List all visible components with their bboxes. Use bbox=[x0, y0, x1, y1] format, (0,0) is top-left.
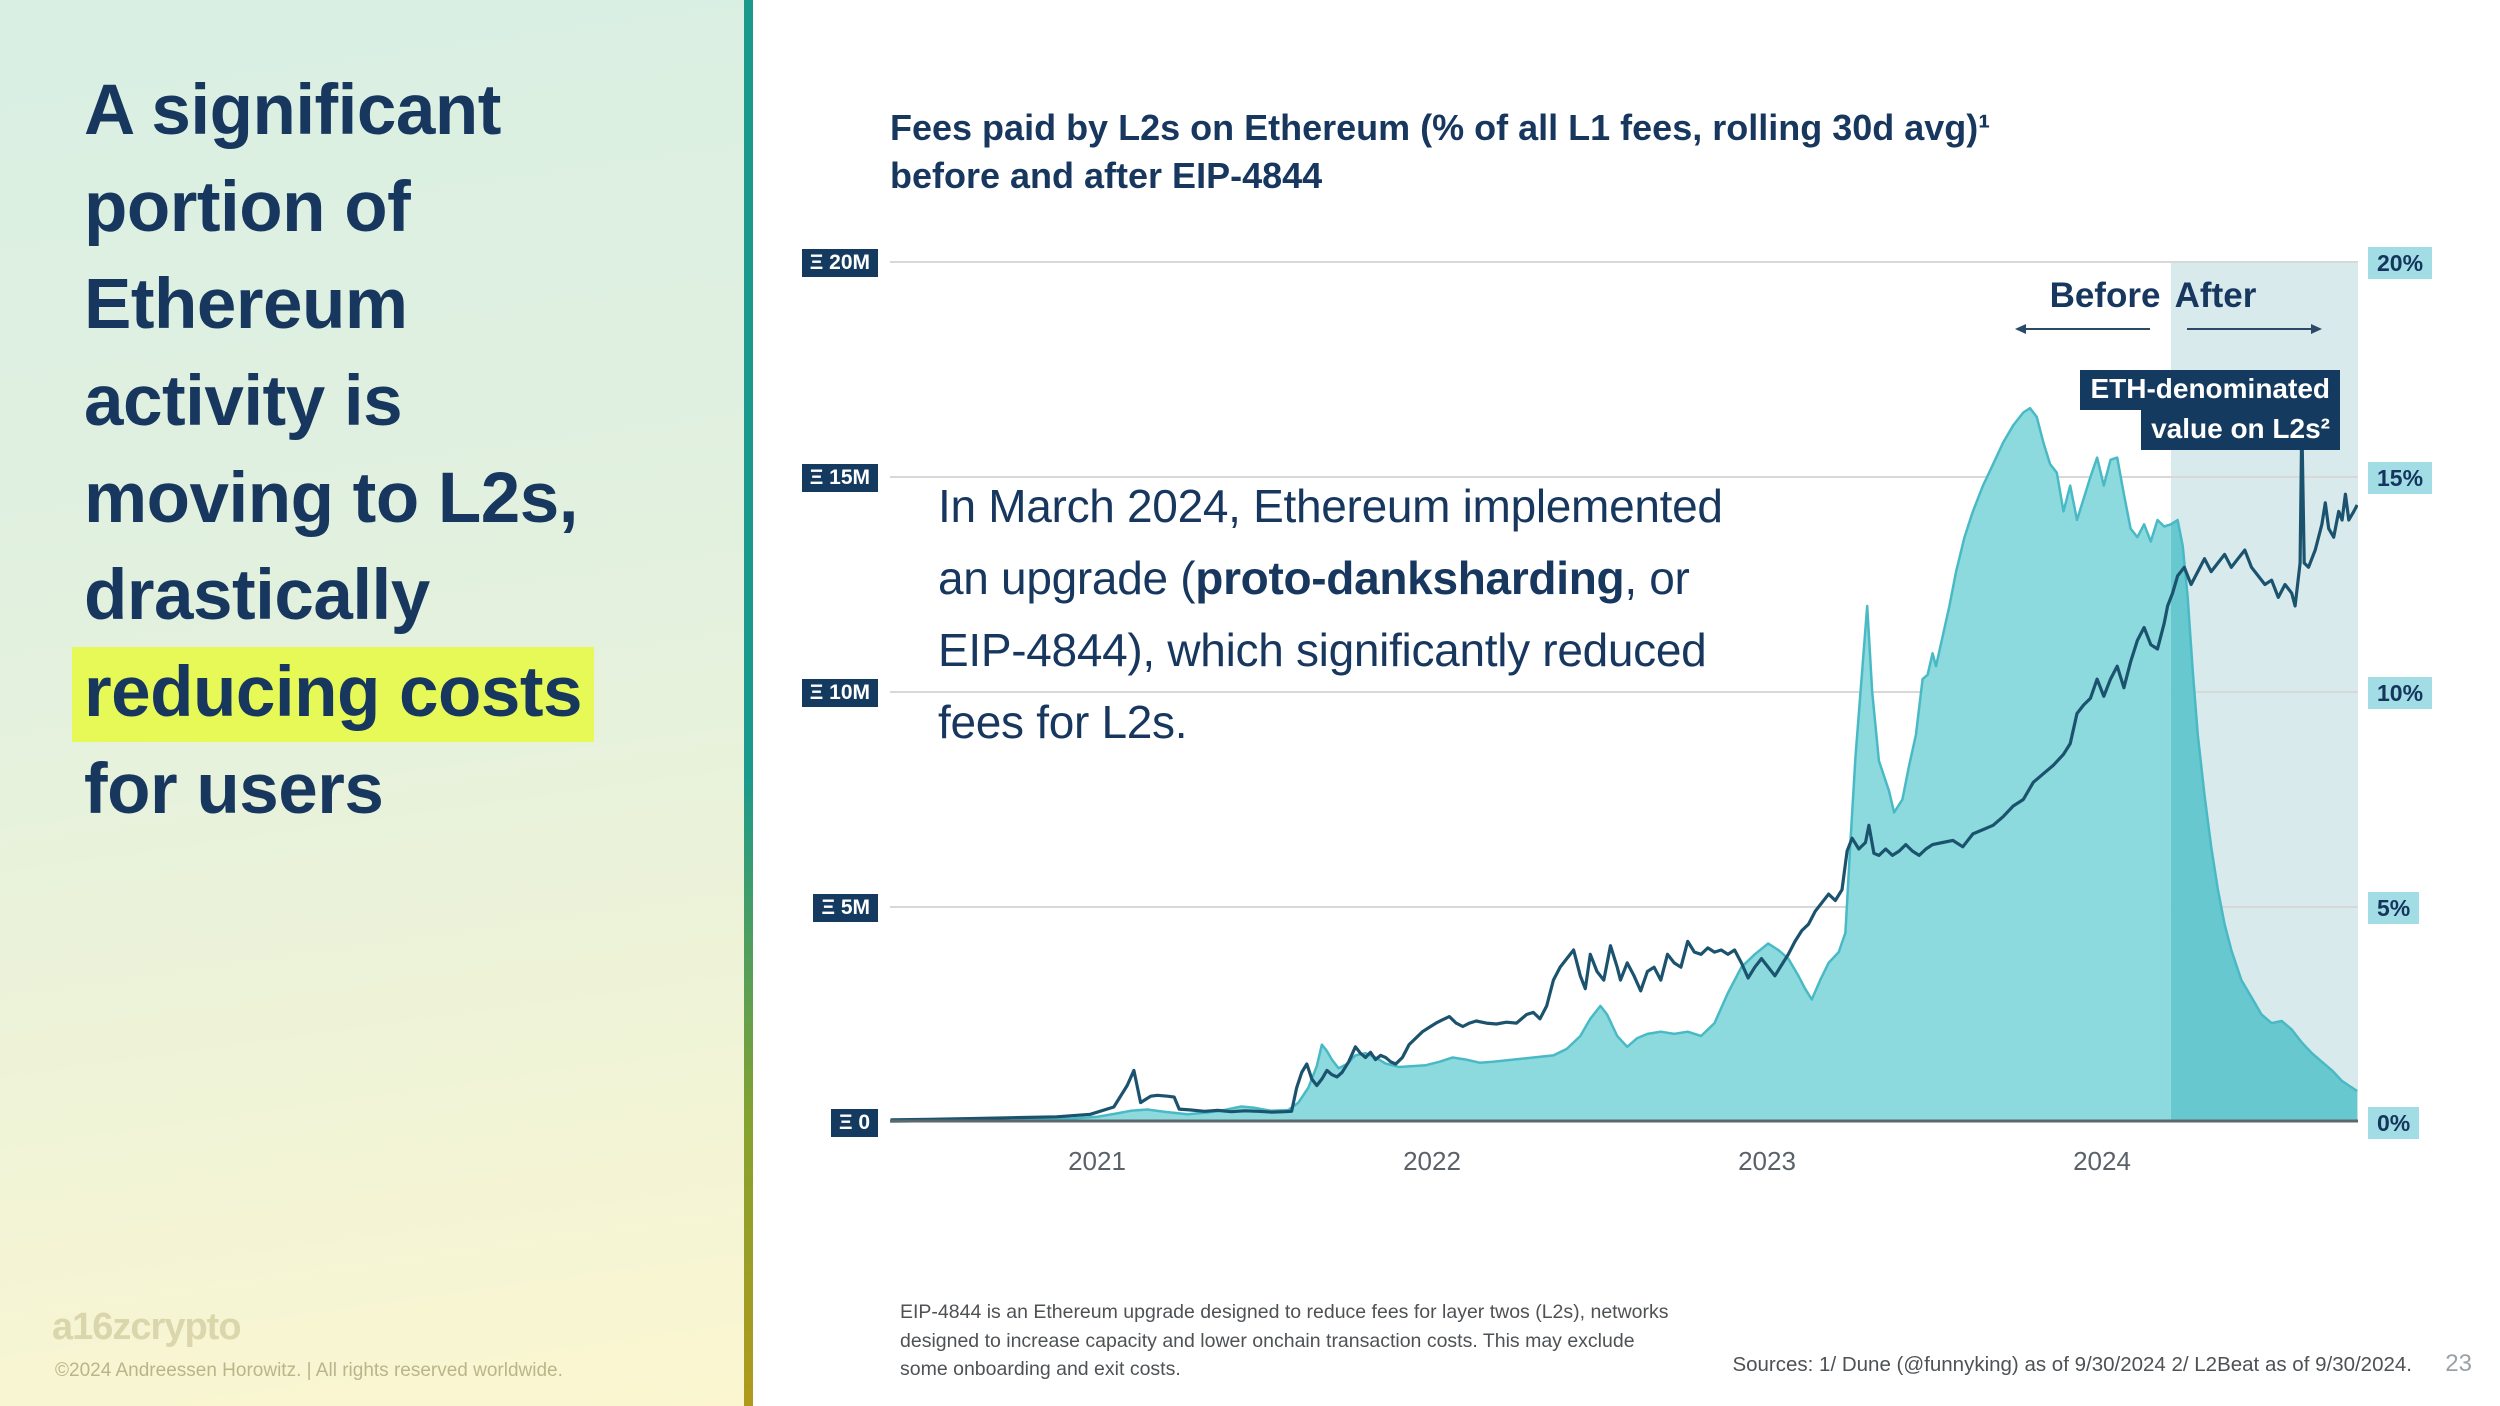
headline-highlight: reducing costs bbox=[72, 647, 595, 742]
before-arrow bbox=[2015, 324, 2150, 334]
right-axis-tick-0pct: 0% bbox=[2368, 1107, 2420, 1139]
chart-title-line1: Fees paid by L2s on Ethereum (% of all L… bbox=[890, 107, 1991, 148]
a16zcrypto-logo: a16zcrypto bbox=[52, 1306, 242, 1348]
fees-line-series bbox=[890, 419, 2358, 1122]
annotation-pre: In March 2024, Ethereum implemented an u… bbox=[938, 480, 1723, 604]
x-axis-label-2023: 2023 bbox=[1738, 1146, 1796, 1176]
before-label: Before bbox=[2049, 276, 2161, 315]
annotation-post: , or EIP-4844), which significantly redu… bbox=[938, 552, 1707, 748]
right-axis-tick-10pct: 10% bbox=[2368, 677, 2433, 709]
headline-pre: A significant portion of Ethereum activi… bbox=[84, 71, 579, 635]
left-axis-tick-5m: Ξ 5M bbox=[813, 894, 878, 922]
sources-text: Sources: 1/ Dune (@funnyking) as of 9/30… bbox=[1732, 1353, 2412, 1376]
left-axis-tick-10m: Ξ 10M bbox=[801, 679, 878, 707]
x-axis-label-2024: 2024 bbox=[2073, 1146, 2131, 1176]
after-label: After bbox=[2174, 276, 2257, 315]
chart-title: Fees paid by L2s on Ethereum (% of all L… bbox=[890, 104, 2190, 200]
footnote-text: EIP-4844 is an Ethereum upgrade designed… bbox=[900, 1301, 1669, 1380]
chart-title-line2: before and after EIP-4844 bbox=[890, 155, 1323, 196]
page-number: 23 bbox=[2445, 1350, 2472, 1377]
area-series-after bbox=[2170, 520, 2358, 1122]
series-label-line1: ETH-denominated bbox=[2080, 370, 2340, 410]
arrow-right-icon bbox=[2311, 324, 2322, 334]
right-axis-tick-15pct: 15% bbox=[2368, 462, 2433, 494]
annotation-text: In March 2024, Ethereum implemented an u… bbox=[938, 470, 1768, 758]
right-axis-tick-5pct: 5% bbox=[2368, 892, 2420, 924]
headline-post: for users bbox=[84, 750, 384, 829]
x-axis-label-2022: 2022 bbox=[1403, 1146, 1461, 1176]
annotation-bold: proto-danksharding bbox=[1195, 552, 1625, 604]
area-outline bbox=[890, 406, 2358, 1123]
copyright-text: ©2024 Andreessen Horowitz. | All rights … bbox=[55, 1360, 563, 1381]
series-label-eth-denominated: ETH-denominated value on L2s² bbox=[2080, 370, 2340, 450]
arrow-left-icon bbox=[2015, 324, 2026, 334]
sidebar: A significant portion of Ethereum activi… bbox=[0, 0, 744, 1406]
sidebar-divider bbox=[744, 0, 753, 1406]
headline: A significant portion of Ethereum activi… bbox=[72, 62, 644, 838]
right-axis-tick-20pct: 20% bbox=[2368, 247, 2433, 279]
left-axis-tick-20m: Ξ 20M bbox=[801, 249, 878, 277]
x-axis-label-2021: 2021 bbox=[1068, 1146, 1126, 1176]
series-label-line2: value on L2s² bbox=[2141, 410, 2340, 450]
left-axis-tick-0: Ξ 0 bbox=[830, 1109, 878, 1137]
after-arrow bbox=[2187, 324, 2322, 334]
left-axis-tick-15m: Ξ 15M bbox=[801, 464, 878, 492]
area-series-before bbox=[890, 408, 2171, 1122]
